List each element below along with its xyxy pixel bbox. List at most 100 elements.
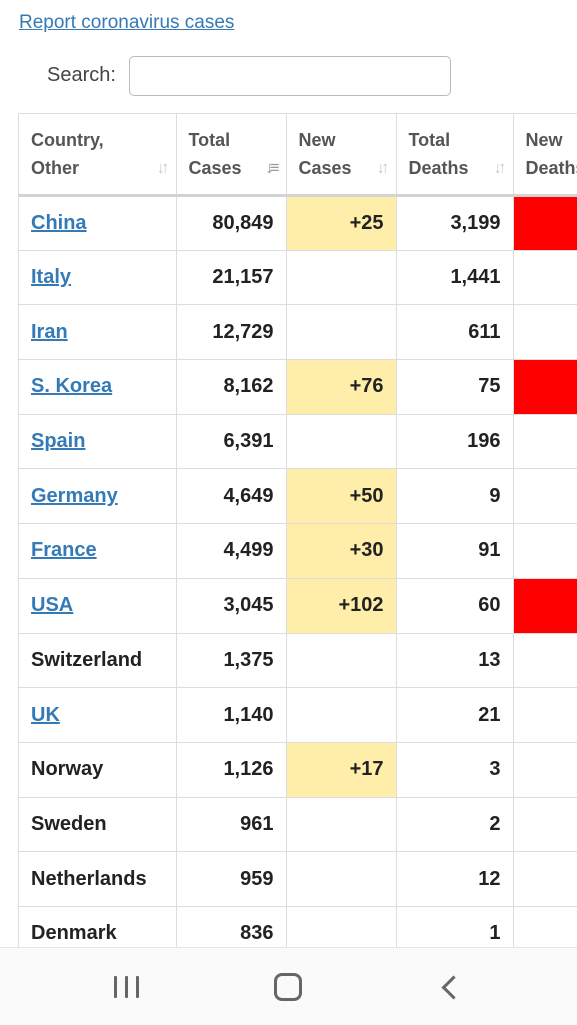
- new-cases-cell: +50: [286, 469, 396, 524]
- total-cases-cell: 3,045: [176, 578, 286, 633]
- total-deaths-cell: 9: [396, 469, 513, 524]
- header-label-line1: Country,: [31, 126, 166, 154]
- recent-apps-icon[interactable]: [106, 970, 146, 1004]
- country-name: Denmark: [31, 922, 117, 944]
- total-deaths-cell: 3: [396, 742, 513, 797]
- country-link[interactable]: UK: [31, 704, 60, 726]
- table-row: Spain 6,391 196: [19, 414, 577, 469]
- country-link[interactable]: Italy: [31, 266, 71, 288]
- new-deaths-cell: [513, 469, 577, 524]
- new-deaths-cell: [513, 797, 577, 852]
- total-cases-cell: 6,391: [176, 414, 286, 469]
- country-cell: France: [19, 524, 176, 579]
- country-header[interactable]: Country,Other↓↑: [19, 114, 176, 196]
- total-cases-cell: 80,849: [176, 196, 286, 251]
- new-cases-cell: [286, 797, 396, 852]
- header-label-line1: Total: [409, 126, 503, 154]
- country-cell: Italy: [19, 250, 176, 305]
- table-row: Netherlands 959 12: [19, 852, 577, 907]
- home-icon[interactable]: [268, 970, 308, 1004]
- country-link[interactable]: France: [31, 539, 97, 561]
- new-deaths-cell: [513, 852, 577, 907]
- sort-icon[interactable]: ↓↑: [157, 154, 166, 182]
- report-cases-link[interactable]: Report coronavirus cases: [19, 12, 234, 34]
- new-cases-cell: +17: [286, 742, 396, 797]
- new-cases-cell: [286, 250, 396, 305]
- country-link[interactable]: USA: [31, 594, 73, 616]
- sort-icon[interactable]: ↓↑: [377, 154, 386, 182]
- new-cases-cell: [286, 414, 396, 469]
- new-deaths-cell: [513, 906, 577, 947]
- sort-desc-icon[interactable]: ↓≡: [265, 154, 275, 182]
- new-deaths-header[interactable]: NewDeaths↓↑: [513, 114, 577, 196]
- country-link[interactable]: Germany: [31, 485, 118, 507]
- total-cases-cell: 959: [176, 852, 286, 907]
- total-deaths-cell: 12: [396, 852, 513, 907]
- new-cases-cell: +30: [286, 524, 396, 579]
- total-deaths-cell: 611: [396, 305, 513, 360]
- country-cell: USA: [19, 578, 176, 633]
- country-name: Sweden: [31, 813, 107, 835]
- total-cases-cell: 836: [176, 906, 286, 947]
- table-row: Denmark 836 1: [19, 906, 577, 947]
- new-cases-cell: [286, 906, 396, 947]
- total-deaths-cell: 196: [396, 414, 513, 469]
- country-cell: Sweden: [19, 797, 176, 852]
- new-deaths-cell: [513, 196, 577, 251]
- new-deaths-cell: [513, 742, 577, 797]
- header-label-line1: New: [526, 126, 577, 154]
- table-row: Sweden 961 2: [19, 797, 577, 852]
- header-label-line2: Deaths: [526, 154, 577, 182]
- country-link[interactable]: Iran: [31, 321, 68, 343]
- android-nav-bar: [0, 947, 577, 1025]
- new-cases-cell: [286, 305, 396, 360]
- new-deaths-cell: [513, 688, 577, 743]
- country-link[interactable]: China: [31, 212, 87, 234]
- country-name: Switzerland: [31, 649, 142, 671]
- total-deaths-cell: 1: [396, 906, 513, 947]
- new-deaths-cell: [513, 305, 577, 360]
- new-cases-cell: [286, 633, 396, 688]
- back-icon[interactable]: [430, 970, 470, 1004]
- new-cases-cell: +76: [286, 360, 396, 415]
- country-cell: Switzerland: [19, 633, 176, 688]
- new-deaths-cell: [513, 414, 577, 469]
- header-label-line2: Cases: [299, 154, 386, 182]
- sort-icon[interactable]: ↓↑: [494, 154, 503, 182]
- country-cell: Netherlands: [19, 852, 176, 907]
- new-cases-cell: [286, 852, 396, 907]
- new-deaths-cell: [513, 633, 577, 688]
- country-cell: Iran: [19, 305, 176, 360]
- total-deaths-cell: 2: [396, 797, 513, 852]
- country-cell: UK: [19, 688, 176, 743]
- search-label: Search:: [47, 64, 116, 87]
- header-label-line1: New: [299, 126, 386, 154]
- search-input[interactable]: [129, 56, 451, 96]
- new-cases-cell: +25: [286, 196, 396, 251]
- total-deaths-cell: 1,441: [396, 250, 513, 305]
- total-deaths-cell: 91: [396, 524, 513, 579]
- header-label-line2: Deaths: [409, 154, 503, 182]
- country-link[interactable]: Spain: [31, 430, 85, 452]
- country-name: Netherlands: [31, 868, 147, 890]
- total-cases-cell: 961: [176, 797, 286, 852]
- country-link[interactable]: S. Korea: [31, 375, 112, 397]
- total-deaths-cell: 75: [396, 360, 513, 415]
- total-cases-cell: 8,162: [176, 360, 286, 415]
